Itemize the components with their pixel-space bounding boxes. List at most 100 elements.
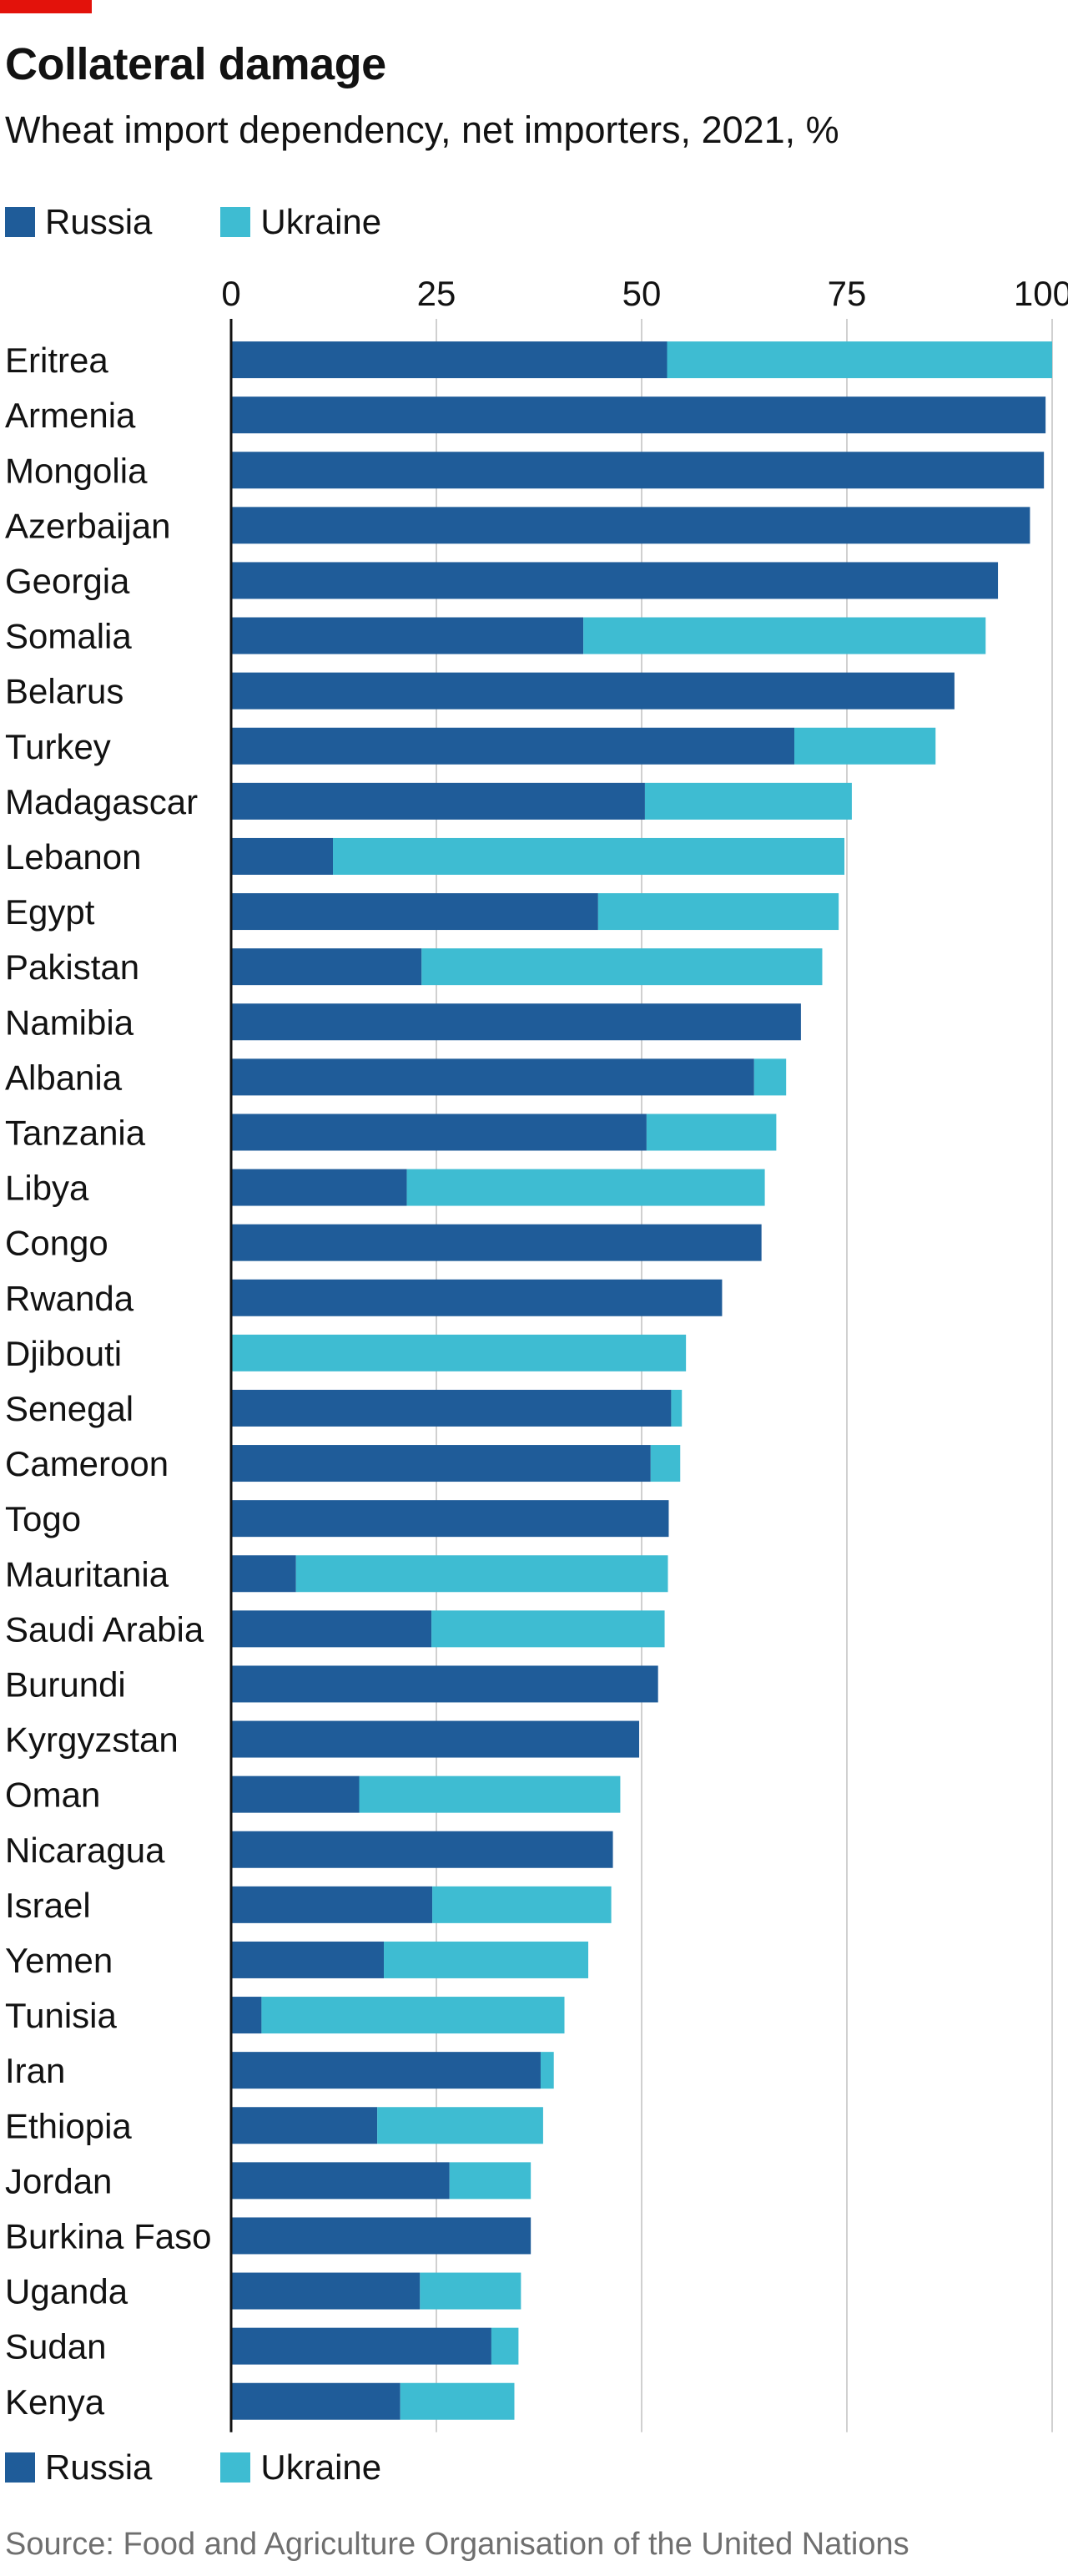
bar-israel-ukraine — [432, 1886, 612, 1923]
bar-turkey-ukraine — [794, 727, 936, 765]
bar-iran-ukraine — [540, 2052, 554, 2089]
x-tick-label-100: 100 — [1014, 274, 1068, 313]
bar-lebanon-russia — [231, 837, 334, 875]
bar-eritrea-russia — [231, 341, 668, 379]
bar-madagascar-russia — [231, 782, 645, 820]
bar-uganda-ukraine — [420, 2272, 521, 2310]
category-label-namibia: Namibia — [5, 1003, 134, 1042]
bar-ethiopia-russia — [231, 2107, 378, 2144]
bar-kenya-ukraine — [400, 2382, 515, 2420]
bar-uganda-russia — [231, 2272, 421, 2310]
category-label-belarus: Belarus — [5, 672, 123, 711]
x-tick-label-50: 50 — [622, 274, 662, 313]
category-label-yemen: Yemen — [5, 1941, 113, 1980]
bar-somalia-ukraine — [583, 617, 986, 654]
category-label-turkey: Turkey — [5, 727, 111, 766]
bar-egypt-ukraine — [597, 893, 839, 931]
category-label-djibouti: Djibouti — [5, 1334, 122, 1373]
accent-bar — [0, 0, 92, 13]
bar-tanzania-ukraine — [646, 1114, 777, 1151]
category-label-armenia: Armenia — [5, 396, 136, 435]
category-label-burundi: Burundi — [5, 1664, 126, 1704]
x-tick-label-0: 0 — [221, 274, 240, 313]
legend-swatch-ukraine — [220, 207, 251, 237]
category-label-togo: Togo — [5, 1499, 81, 1538]
bar-saudi-arabia-russia — [231, 1610, 432, 1648]
bar-tanzania-russia — [231, 1114, 647, 1151]
bar-rwanda-russia — [231, 1279, 723, 1316]
legend-label-russia: Russia — [45, 202, 153, 241]
chart-title: Collateral damage — [5, 39, 386, 89]
bar-burkina-faso-russia — [231, 2217, 531, 2255]
category-label-sudan: Sudan — [5, 2327, 106, 2366]
legend-top: Russia Ukraine — [5, 200, 450, 244]
bar-tunisia-russia — [231, 1997, 262, 2034]
bar-saudi-arabia-ukraine — [431, 1610, 665, 1648]
legend-swatch-ukraine-bottom — [220, 2452, 251, 2483]
bar-albania-ukraine — [753, 1058, 787, 1096]
bar-nicaragua-russia — [231, 1831, 613, 1868]
bar-sudan-ukraine — [491, 2327, 519, 2365]
bar-tunisia-ukraine — [261, 1997, 565, 2034]
bar-egypt-russia — [231, 893, 598, 931]
legend-label-ukraine-bottom: Ukraine — [260, 2447, 382, 2487]
category-label-albania: Albania — [5, 1058, 123, 1097]
bar-ethiopia-ukraine — [377, 2107, 543, 2144]
legend-bottom: Russia Ukraine — [5, 2446, 450, 2489]
bar-jordan-russia — [231, 2162, 450, 2200]
category-label-saudi-arabia: Saudi Arabia — [5, 1609, 204, 1649]
bar-kenya-russia — [231, 2382, 400, 2420]
bar-madagascar-ukraine — [644, 782, 852, 820]
source-note: Source: Food and Agriculture Organisatio… — [5, 2527, 909, 2562]
bar-israel-russia — [231, 1886, 433, 1923]
category-label-cameroon: Cameroon — [5, 1444, 169, 1483]
category-label-azerbaijan: Azerbaijan — [5, 506, 170, 545]
bar-senegal-ukraine — [671, 1389, 683, 1427]
category-label-tunisia: Tunisia — [5, 1996, 117, 2035]
category-label-congo: Congo — [5, 1224, 108, 1263]
legend-swatch-russia-bottom — [5, 2452, 35, 2483]
legend-item-ukraine: Ukraine — [220, 202, 381, 242]
bar-libya-russia — [231, 1169, 407, 1206]
category-label-lebanon: Lebanon — [5, 837, 142, 876]
bar-mauritania-ukraine — [295, 1555, 668, 1593]
category-label-eritrea: Eritrea — [5, 341, 108, 380]
legend-swatch-russia — [5, 207, 35, 237]
bar-armenia-russia — [231, 397, 1046, 434]
bar-djibouti-ukraine — [231, 1334, 687, 1371]
legend-item-russia: Russia — [5, 202, 152, 242]
bar-namibia-russia — [231, 1003, 801, 1041]
bar-mongolia-russia — [231, 452, 1045, 489]
legend-item-ukraine-bottom: Ukraine — [220, 2447, 381, 2488]
bar-cameroon-russia — [231, 1445, 651, 1482]
category-label-madagascar: Madagascar — [5, 782, 198, 821]
category-label-iran: Iran — [5, 2051, 65, 2090]
x-tick-label-75: 75 — [828, 274, 867, 313]
category-label-kenya: Kenya — [5, 2382, 105, 2422]
category-label-uganda: Uganda — [5, 2272, 128, 2311]
bar-belarus-russia — [231, 672, 955, 710]
chart-subtitle: Wheat import dependency, net importers, … — [5, 109, 839, 151]
bar-azerbaijan-russia — [231, 507, 1030, 544]
bar-libya-ukraine — [406, 1169, 765, 1206]
category-label-israel: Israel — [5, 1886, 91, 1925]
bar-albania-russia — [231, 1058, 754, 1096]
category-label-senegal: Senegal — [5, 1389, 134, 1428]
bar-kyrgyzstan-russia — [231, 1720, 640, 1758]
legend-label-russia-bottom: Russia — [45, 2447, 153, 2487]
legend-label-ukraine: Ukraine — [260, 202, 382, 241]
category-label-nicaragua: Nicaragua — [5, 1831, 165, 1870]
category-label-rwanda: Rwanda — [5, 1279, 134, 1318]
bar-yemen-russia — [231, 1941, 385, 1978]
bar-somalia-russia — [231, 617, 584, 654]
category-label-mauritania: Mauritania — [5, 1554, 169, 1594]
bar-turkey-russia — [231, 727, 795, 765]
bar-togo-russia — [231, 1500, 669, 1538]
category-label-georgia: Georgia — [5, 561, 130, 600]
bar-jordan-ukraine — [449, 2162, 531, 2200]
category-label-mongolia: Mongolia — [5, 451, 148, 490]
category-label-burkina-faso: Burkina Faso — [5, 2216, 211, 2255]
bar-oman-ukraine — [359, 1775, 621, 1813]
category-label-kyrgyzstan: Kyrgyzstan — [5, 1720, 179, 1760]
category-label-tanzania: Tanzania — [5, 1113, 146, 1152]
